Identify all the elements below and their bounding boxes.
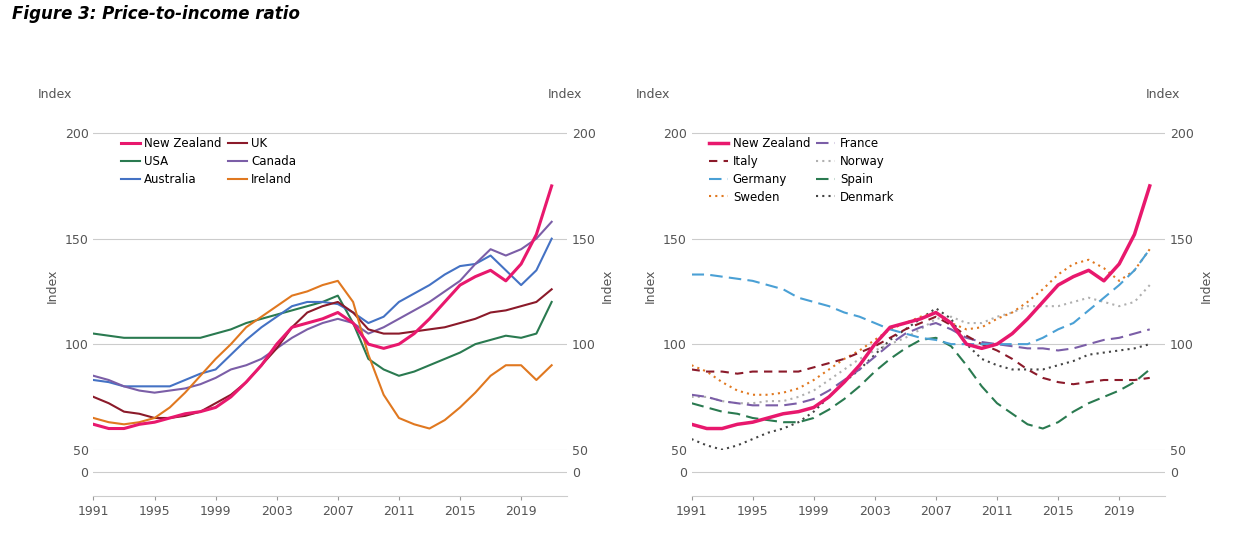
Y-axis label: Index: Index bbox=[602, 269, 614, 304]
Text: Index: Index bbox=[1145, 88, 1180, 101]
Y-axis label: Index: Index bbox=[1200, 269, 1212, 304]
Text: Index: Index bbox=[635, 88, 670, 101]
Text: Figure 3: Price-to-income ratio: Figure 3: Price-to-income ratio bbox=[12, 5, 300, 23]
Legend: New Zealand, Italy, Germany, Sweden, France, Norway, Spain, Denmark: New Zealand, Italy, Germany, Sweden, Fra… bbox=[706, 135, 897, 206]
Legend: New Zealand, USA, Australia, UK, Canada, Ireland: New Zealand, USA, Australia, UK, Canada,… bbox=[118, 135, 299, 188]
Y-axis label: Index: Index bbox=[644, 269, 657, 304]
Text: Index: Index bbox=[37, 88, 72, 101]
Text: Index: Index bbox=[547, 88, 582, 101]
Y-axis label: Index: Index bbox=[46, 269, 59, 304]
